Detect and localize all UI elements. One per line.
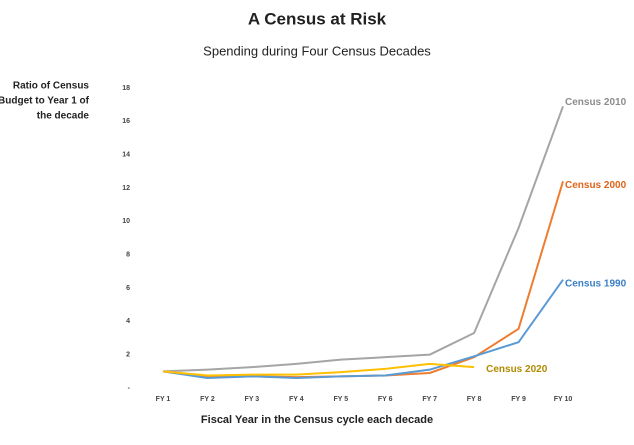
x-tick-label: FY 5	[333, 396, 348, 403]
y-tick-label: 6	[126, 285, 130, 292]
y-tick-label: 16	[122, 118, 130, 125]
y-tick-label: 18	[122, 85, 130, 92]
y-tick-label: 14	[122, 152, 130, 159]
x-tick-label: FY 2	[200, 396, 215, 403]
series-label: Census 1990	[565, 278, 627, 289]
y-axis-label: Budget to Year 1 of	[0, 96, 90, 107]
y-tick-label: 10	[122, 218, 130, 225]
series-line	[162, 279, 564, 379]
y-tick-label: 12	[122, 185, 130, 192]
x-tick-label: FY 6	[378, 396, 393, 403]
y-tick-label: -	[128, 385, 131, 392]
chart-title: A Census at Risk	[248, 9, 387, 28]
x-tick-label: FY 3	[245, 396, 260, 403]
x-tick-label: FY 7	[422, 396, 437, 403]
y-tick-label: 4	[126, 318, 130, 325]
y-tick-label: 2	[126, 352, 130, 359]
series-line	[162, 362, 475, 377]
x-tick-label: FY 10	[554, 396, 573, 403]
x-tick-label: FY 9	[511, 396, 526, 403]
series-label: Census 2020	[486, 364, 548, 375]
series-label: Census 2000	[565, 180, 627, 191]
chart-subtitle: Spending during Four Census Decades	[203, 43, 431, 58]
x-tick-label: FY 4	[289, 396, 304, 403]
y-axis-label: Ratio of Census	[13, 81, 90, 92]
y-axis-label: the decade	[37, 111, 90, 122]
x-tick-label: FY 8	[467, 396, 482, 403]
x-tick-label: FY 1	[156, 396, 171, 403]
series-line	[162, 105, 564, 373]
x-axis-label: Fiscal Year in the Census cycle each dec…	[201, 414, 433, 426]
y-tick-label: 8	[126, 252, 130, 259]
series-label: Census 2010	[565, 97, 627, 108]
